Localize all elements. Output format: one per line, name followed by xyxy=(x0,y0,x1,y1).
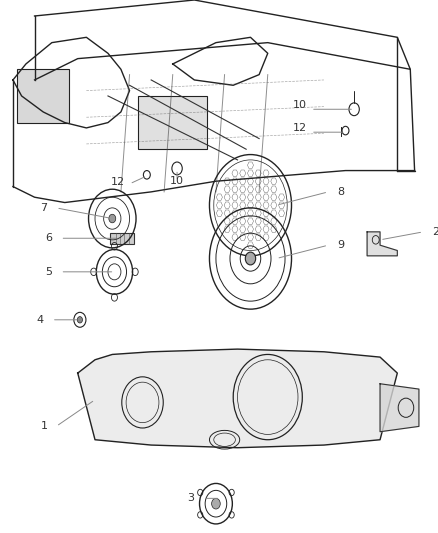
Circle shape xyxy=(245,252,255,265)
FancyBboxPatch shape xyxy=(138,96,207,149)
Text: 5: 5 xyxy=(45,267,52,277)
Text: 10: 10 xyxy=(292,100,306,110)
Circle shape xyxy=(77,317,82,323)
Text: 10: 10 xyxy=(170,176,184,186)
Text: 2: 2 xyxy=(431,227,438,237)
Text: 7: 7 xyxy=(40,203,47,213)
FancyBboxPatch shape xyxy=(17,69,69,123)
Text: 1: 1 xyxy=(40,422,47,431)
Circle shape xyxy=(109,214,116,223)
Text: 3: 3 xyxy=(187,494,194,503)
Text: 8: 8 xyxy=(336,187,343,197)
Text: 12: 12 xyxy=(111,177,125,188)
Polygon shape xyxy=(366,232,396,256)
FancyBboxPatch shape xyxy=(110,233,134,244)
Text: 12: 12 xyxy=(292,123,306,133)
Text: 4: 4 xyxy=(36,315,43,325)
Polygon shape xyxy=(379,384,418,432)
Polygon shape xyxy=(78,349,396,448)
Text: 9: 9 xyxy=(336,240,343,250)
Circle shape xyxy=(211,498,220,509)
Text: 6: 6 xyxy=(45,233,52,243)
